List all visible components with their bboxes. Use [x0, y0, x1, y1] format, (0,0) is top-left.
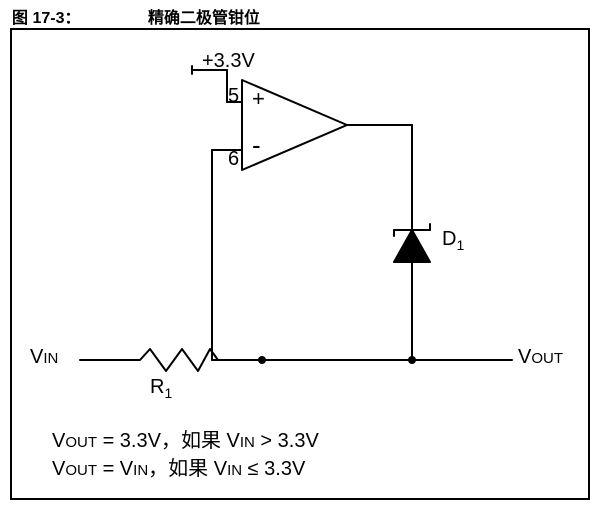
figure-title: 精确二极管钳位: [148, 4, 260, 28]
vout-label: VOUT: [518, 346, 563, 369]
d1-label: D1: [442, 228, 464, 253]
opamp-plus-icon: +: [252, 86, 265, 112]
opamp-minus-icon: -: [252, 130, 261, 161]
pin-neg-label: 6: [228, 148, 239, 171]
vin-label: VIN: [30, 346, 58, 369]
equation-2: VOUT = VIN，如果 VIN ≤ 3.3V: [52, 452, 305, 481]
r1-label: R1: [150, 376, 172, 401]
pin-pos-label: 5: [228, 85, 239, 108]
figure-label: 图 17-3：: [12, 4, 80, 28]
vsupply-label: +3.3V: [202, 50, 255, 73]
circuit-diagram: +3.3V 5 6 + - VIN VOUT R1 D1 VOUT = 3.3V…: [10, 28, 590, 500]
equation-1: VOUT = 3.3V，如果 VIN > 3.3V: [52, 424, 319, 453]
